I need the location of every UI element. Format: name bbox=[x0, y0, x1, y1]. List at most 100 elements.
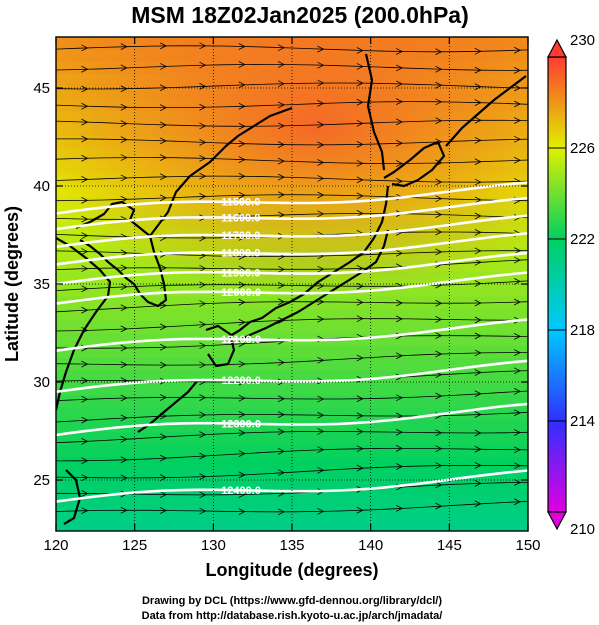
wind-arrow bbox=[81, 437, 89, 445]
wind-arrow bbox=[356, 506, 364, 514]
wind-arrow bbox=[435, 392, 443, 400]
wind-arrow bbox=[395, 505, 404, 512]
wind-arrow bbox=[395, 299, 404, 307]
wind-arrow bbox=[277, 173, 286, 181]
wind-arrow bbox=[513, 479, 522, 486]
shade-band bbox=[56, 296, 528, 310]
wind-arrow bbox=[81, 360, 89, 368]
wind-arrow bbox=[277, 508, 286, 516]
wind-arrow bbox=[199, 394, 207, 402]
wind-arrow bbox=[395, 249, 404, 257]
wind-arrow bbox=[317, 191, 325, 199]
colorbar-top-arrow bbox=[547, 38, 567, 58]
wind-arrow bbox=[474, 247, 482, 255]
wind-arrow bbox=[513, 117, 522, 124]
wind-arrow bbox=[238, 122, 246, 130]
wind-arrow bbox=[435, 195, 443, 203]
wind-arrow bbox=[513, 349, 522, 356]
wind-arrow bbox=[120, 304, 128, 312]
plot-area: 11500.0 11600.0 11700.0 11800.0 11900.0 12000… bbox=[56, 37, 528, 531]
wind-arrow bbox=[199, 452, 207, 460]
contour-label: 12300.0 bbox=[221, 418, 261, 430]
wind-arrow bbox=[277, 211, 286, 219]
wind-arrow bbox=[317, 298, 325, 306]
coast-kyushu bbox=[205, 324, 236, 368]
wind-arrow bbox=[435, 48, 443, 56]
wind-arrow bbox=[238, 191, 246, 199]
wind-arrow bbox=[317, 100, 325, 107]
y-axis-label: Latitude (degrees) bbox=[2, 206, 22, 362]
wind-arrow bbox=[120, 456, 128, 464]
wind-arrow bbox=[395, 177, 404, 185]
wind-arrow bbox=[277, 428, 286, 436]
wind-arrow bbox=[238, 156, 246, 164]
wind-arrow bbox=[159, 84, 168, 92]
colorbar-tick-label: 222 bbox=[570, 231, 595, 248]
wind-arrow bbox=[120, 435, 128, 443]
wind-arrow bbox=[435, 350, 443, 358]
wind-arrow bbox=[238, 471, 246, 479]
wind-arrow bbox=[513, 67, 522, 74]
wind-arrow bbox=[238, 360, 246, 368]
colorbar-tick-label: 210 bbox=[570, 521, 595, 538]
wind-arrow bbox=[199, 139, 207, 146]
wind-arrow bbox=[81, 377, 89, 384]
wind-arrow bbox=[474, 390, 482, 398]
wind-arrow bbox=[238, 265, 246, 273]
wind-arrow bbox=[81, 457, 89, 465]
wind-arrow bbox=[120, 43, 128, 51]
wind-arrow bbox=[199, 431, 207, 439]
wind-arrow bbox=[356, 264, 364, 272]
y-tick-label: 40 bbox=[33, 178, 50, 195]
wind-arrow bbox=[159, 412, 168, 420]
wind-arrow bbox=[81, 265, 89, 272]
wind-arrow bbox=[199, 83, 207, 90]
wind-arrow bbox=[81, 248, 89, 255]
wind-arrow bbox=[238, 450, 246, 457]
wind-arrow bbox=[238, 508, 246, 515]
wind-arrow bbox=[81, 102, 89, 110]
y-tick-label: 30 bbox=[33, 374, 50, 391]
wind-arrow bbox=[474, 212, 482, 220]
wind-arrow bbox=[199, 361, 207, 369]
wind-arrow bbox=[159, 264, 168, 272]
wind-arrow bbox=[159, 121, 168, 129]
wind-arrow bbox=[277, 411, 286, 419]
wind-arrow bbox=[395, 463, 404, 470]
wind-arrow bbox=[81, 135, 89, 143]
wind-arrow bbox=[356, 282, 364, 290]
coast-honshu-south bbox=[239, 229, 390, 341]
wind-arrow bbox=[120, 120, 128, 127]
wind-arrow bbox=[474, 178, 482, 186]
wind-arrow bbox=[317, 315, 325, 323]
wind-arrow bbox=[120, 325, 128, 333]
contour-line bbox=[56, 214, 528, 249]
wind-arrow bbox=[435, 81, 443, 89]
contour-label: 12200.0 bbox=[221, 375, 261, 387]
wind-arrow bbox=[317, 210, 325, 218]
colorbar-bottom-arrow bbox=[547, 511, 567, 531]
wind-arrow bbox=[277, 191, 286, 199]
wind-arrow bbox=[317, 428, 325, 435]
wind-arrow bbox=[435, 178, 443, 186]
wind-arrow bbox=[199, 122, 207, 130]
wind-arrow bbox=[513, 100, 522, 108]
streamline bbox=[56, 430, 528, 444]
y-tick-label: 45 bbox=[33, 80, 50, 97]
wind-arrow bbox=[395, 80, 404, 88]
wind-arrow bbox=[81, 85, 89, 93]
wind-arrow bbox=[317, 121, 325, 129]
wind-arrow bbox=[81, 118, 89, 126]
wind-arrow bbox=[317, 508, 325, 515]
wind-arrow bbox=[238, 411, 246, 418]
contour-label: 11600.0 bbox=[221, 212, 260, 224]
wind-arrow bbox=[513, 298, 522, 306]
wind-arrow bbox=[474, 137, 482, 144]
wind-arrow bbox=[199, 342, 207, 350]
wind-arrow bbox=[159, 491, 168, 498]
wind-arrow bbox=[120, 249, 128, 257]
wind-arrow bbox=[356, 79, 364, 87]
wind-arrow bbox=[395, 64, 404, 72]
shade-band bbox=[56, 395, 528, 409]
wind-arrow bbox=[356, 412, 364, 420]
